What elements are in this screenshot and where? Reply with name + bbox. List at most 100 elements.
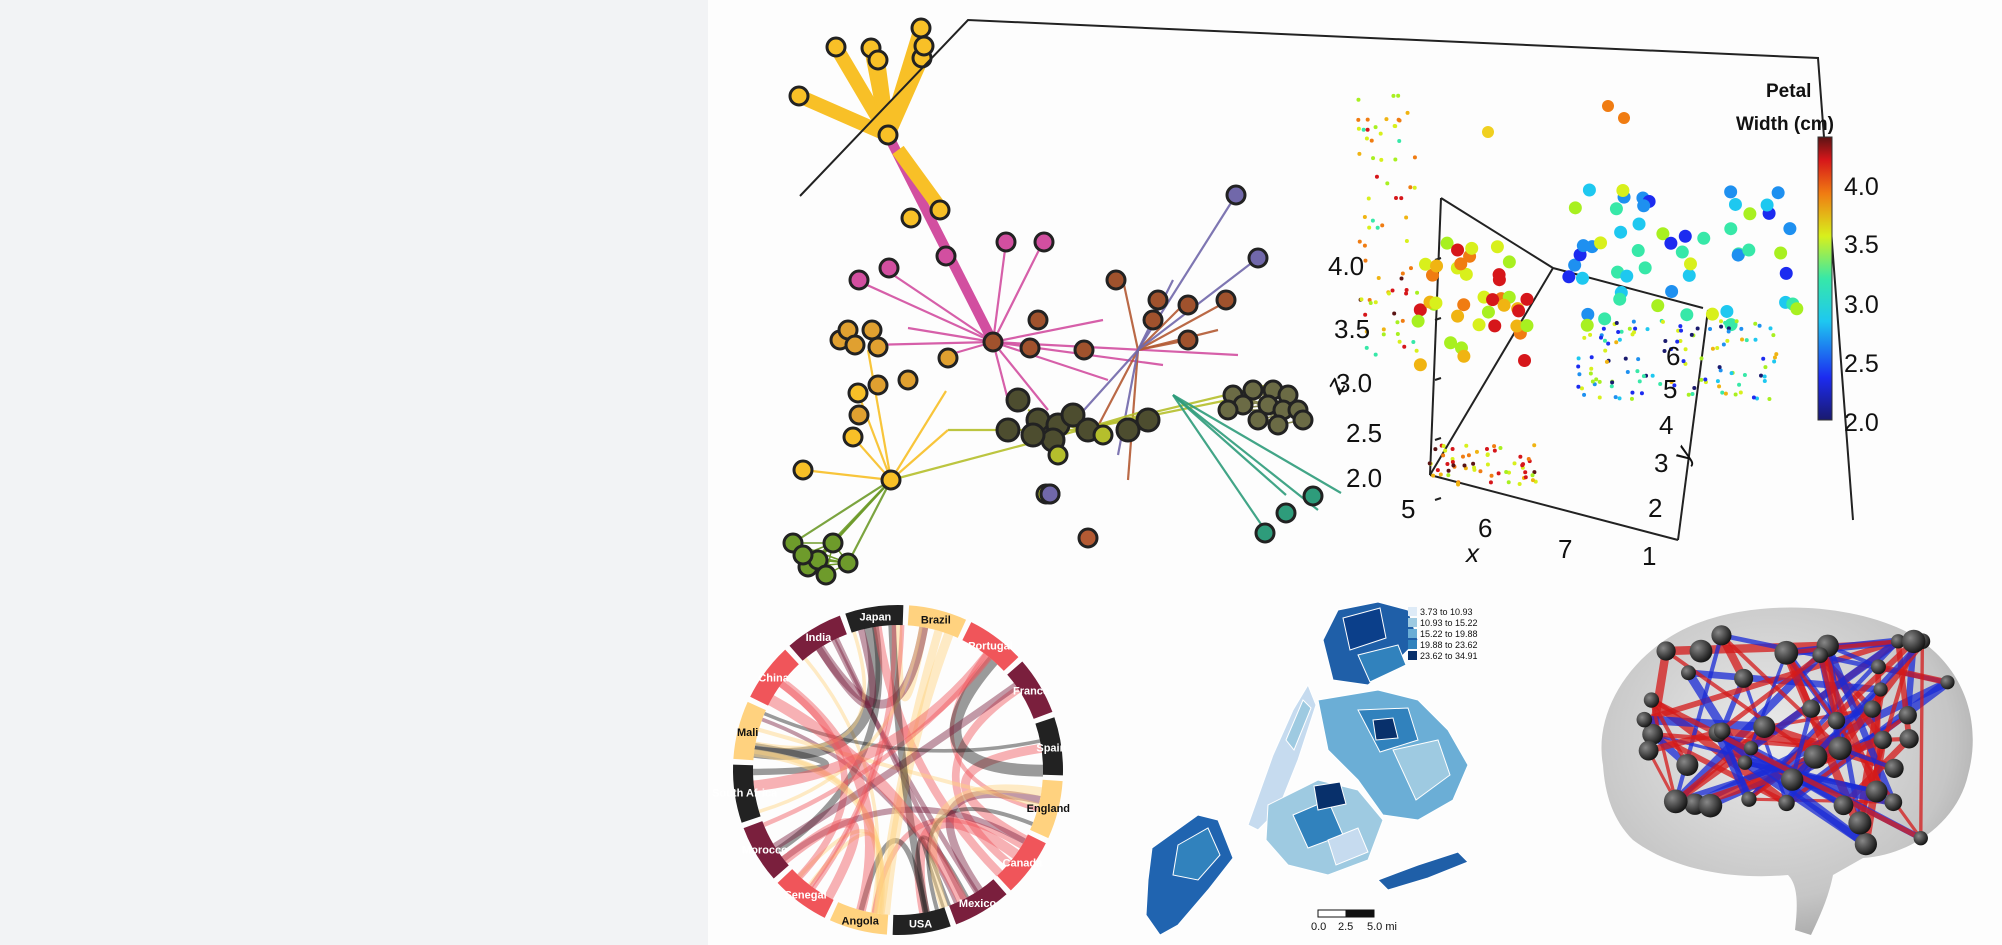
projection-point <box>1613 395 1618 400</box>
projection-point <box>1717 365 1722 370</box>
map-region <box>1313 781 1347 811</box>
network-edge <box>890 390 947 481</box>
chord-arc <box>750 649 799 706</box>
projection-point <box>1397 138 1402 143</box>
y-tick-label: 6 <box>1666 341 1680 371</box>
projection-point <box>1602 338 1607 343</box>
projection-point <box>1395 320 1400 325</box>
colorbar-tick-label: 2.5 <box>1844 350 1879 378</box>
projection-point <box>1737 382 1742 387</box>
projection-point <box>1445 462 1450 467</box>
network-node <box>792 459 814 481</box>
network-node <box>1302 485 1324 507</box>
projection-point <box>1681 359 1686 364</box>
chord-arc <box>1030 779 1063 839</box>
scatter-point <box>1724 185 1738 199</box>
brain-node <box>1778 794 1795 812</box>
network-node <box>1135 407 1161 433</box>
chord-ribbon <box>949 656 1044 777</box>
chord-ribbon <box>926 807 1034 911</box>
projection-point <box>1719 324 1724 329</box>
projection-point <box>1630 390 1635 395</box>
projection-point <box>1446 468 1451 473</box>
scatter-point <box>1582 183 1596 197</box>
scatter-point <box>1697 231 1711 245</box>
network-node <box>1019 337 1041 359</box>
legend-swatch <box>1408 651 1417 660</box>
projection-point <box>1729 371 1734 376</box>
projection-point <box>1733 392 1738 397</box>
chord-ribbon <box>779 681 848 879</box>
scatter-point <box>1520 319 1534 333</box>
projection-point <box>1609 384 1614 389</box>
projection-point <box>1635 369 1640 374</box>
network-edge <box>992 341 1049 411</box>
figure-collage: 4.0 3.5 3.0 2.5 2.0 z 5 6 7 x 6 5 4 3 2 … <box>708 0 2002 945</box>
projection-point <box>1641 374 1646 379</box>
y-axis-label: y <box>1665 440 1699 468</box>
scatter-point <box>1568 201 1582 215</box>
brain-node <box>1899 729 1919 749</box>
scatter-point <box>1675 245 1689 259</box>
legend-swatch <box>1408 607 1417 616</box>
chord-ribbon <box>752 742 829 776</box>
projection-point <box>1380 223 1385 228</box>
chord-ribbon <box>763 712 1041 753</box>
network-node <box>844 334 866 356</box>
chord-label: Mali <box>737 727 758 739</box>
network-node <box>937 347 959 369</box>
y-tick-label: 2 <box>1648 493 1662 523</box>
chord-label: China <box>758 673 789 685</box>
scatter-point <box>1790 302 1804 316</box>
scatter-point <box>1490 240 1504 254</box>
projection-point <box>1679 328 1684 333</box>
projection-point <box>1672 383 1677 388</box>
projection-point <box>1669 347 1674 352</box>
axis-tick <box>1434 317 1442 321</box>
map-region <box>1342 607 1387 651</box>
scatter-point <box>1457 298 1471 312</box>
projection-point <box>1532 470 1537 475</box>
network-node <box>1027 309 1049 331</box>
projection-point <box>1768 326 1773 331</box>
scatter-3d-svg: 4.0 3.5 3.0 2.5 2.0 z 5 6 7 x 6 5 4 3 2 … <box>799 18 1879 571</box>
chord-arc <box>733 764 761 823</box>
brain-node <box>1774 640 1799 665</box>
x-tick-label: 7 <box>1558 534 1572 564</box>
projection-point <box>1484 446 1489 451</box>
brain-node <box>1780 768 1804 791</box>
projection-point <box>1399 276 1404 281</box>
chord-label: England <box>1027 803 1070 815</box>
scatter-point <box>1609 202 1623 216</box>
network-node <box>1215 289 1237 311</box>
brain-edge <box>1747 797 1895 804</box>
projection-point <box>1762 374 1767 379</box>
projection-point <box>1363 258 1368 263</box>
network-node <box>1073 339 1095 361</box>
brain-node <box>1827 711 1846 730</box>
chord-ribbon <box>914 817 1019 914</box>
projection-point <box>1393 124 1398 129</box>
scatter-point <box>1664 236 1678 250</box>
map-region <box>1327 827 1369 866</box>
network-node <box>1292 409 1314 431</box>
chord-ribbon <box>834 637 966 901</box>
network-edge <box>1095 349 1139 431</box>
projection-point <box>1400 271 1405 276</box>
network-layer <box>782 17 1342 586</box>
chord-arc <box>733 701 766 761</box>
network-edge <box>867 340 994 347</box>
projection-point <box>1753 337 1758 342</box>
chord-label: Canada <box>1003 857 1044 869</box>
chord-ribbon <box>753 626 881 760</box>
scatter-point <box>1497 298 1511 312</box>
brain-node <box>1884 793 1903 812</box>
colorbar-tick-label: 4.0 <box>1844 173 1879 201</box>
projection-point <box>1472 467 1477 472</box>
projection-point <box>1471 461 1476 466</box>
projection-point <box>1762 379 1767 384</box>
projection-point <box>1392 311 1397 316</box>
scatter-point <box>1616 184 1630 198</box>
projection-point <box>1726 329 1731 334</box>
projection-point <box>1676 328 1681 333</box>
